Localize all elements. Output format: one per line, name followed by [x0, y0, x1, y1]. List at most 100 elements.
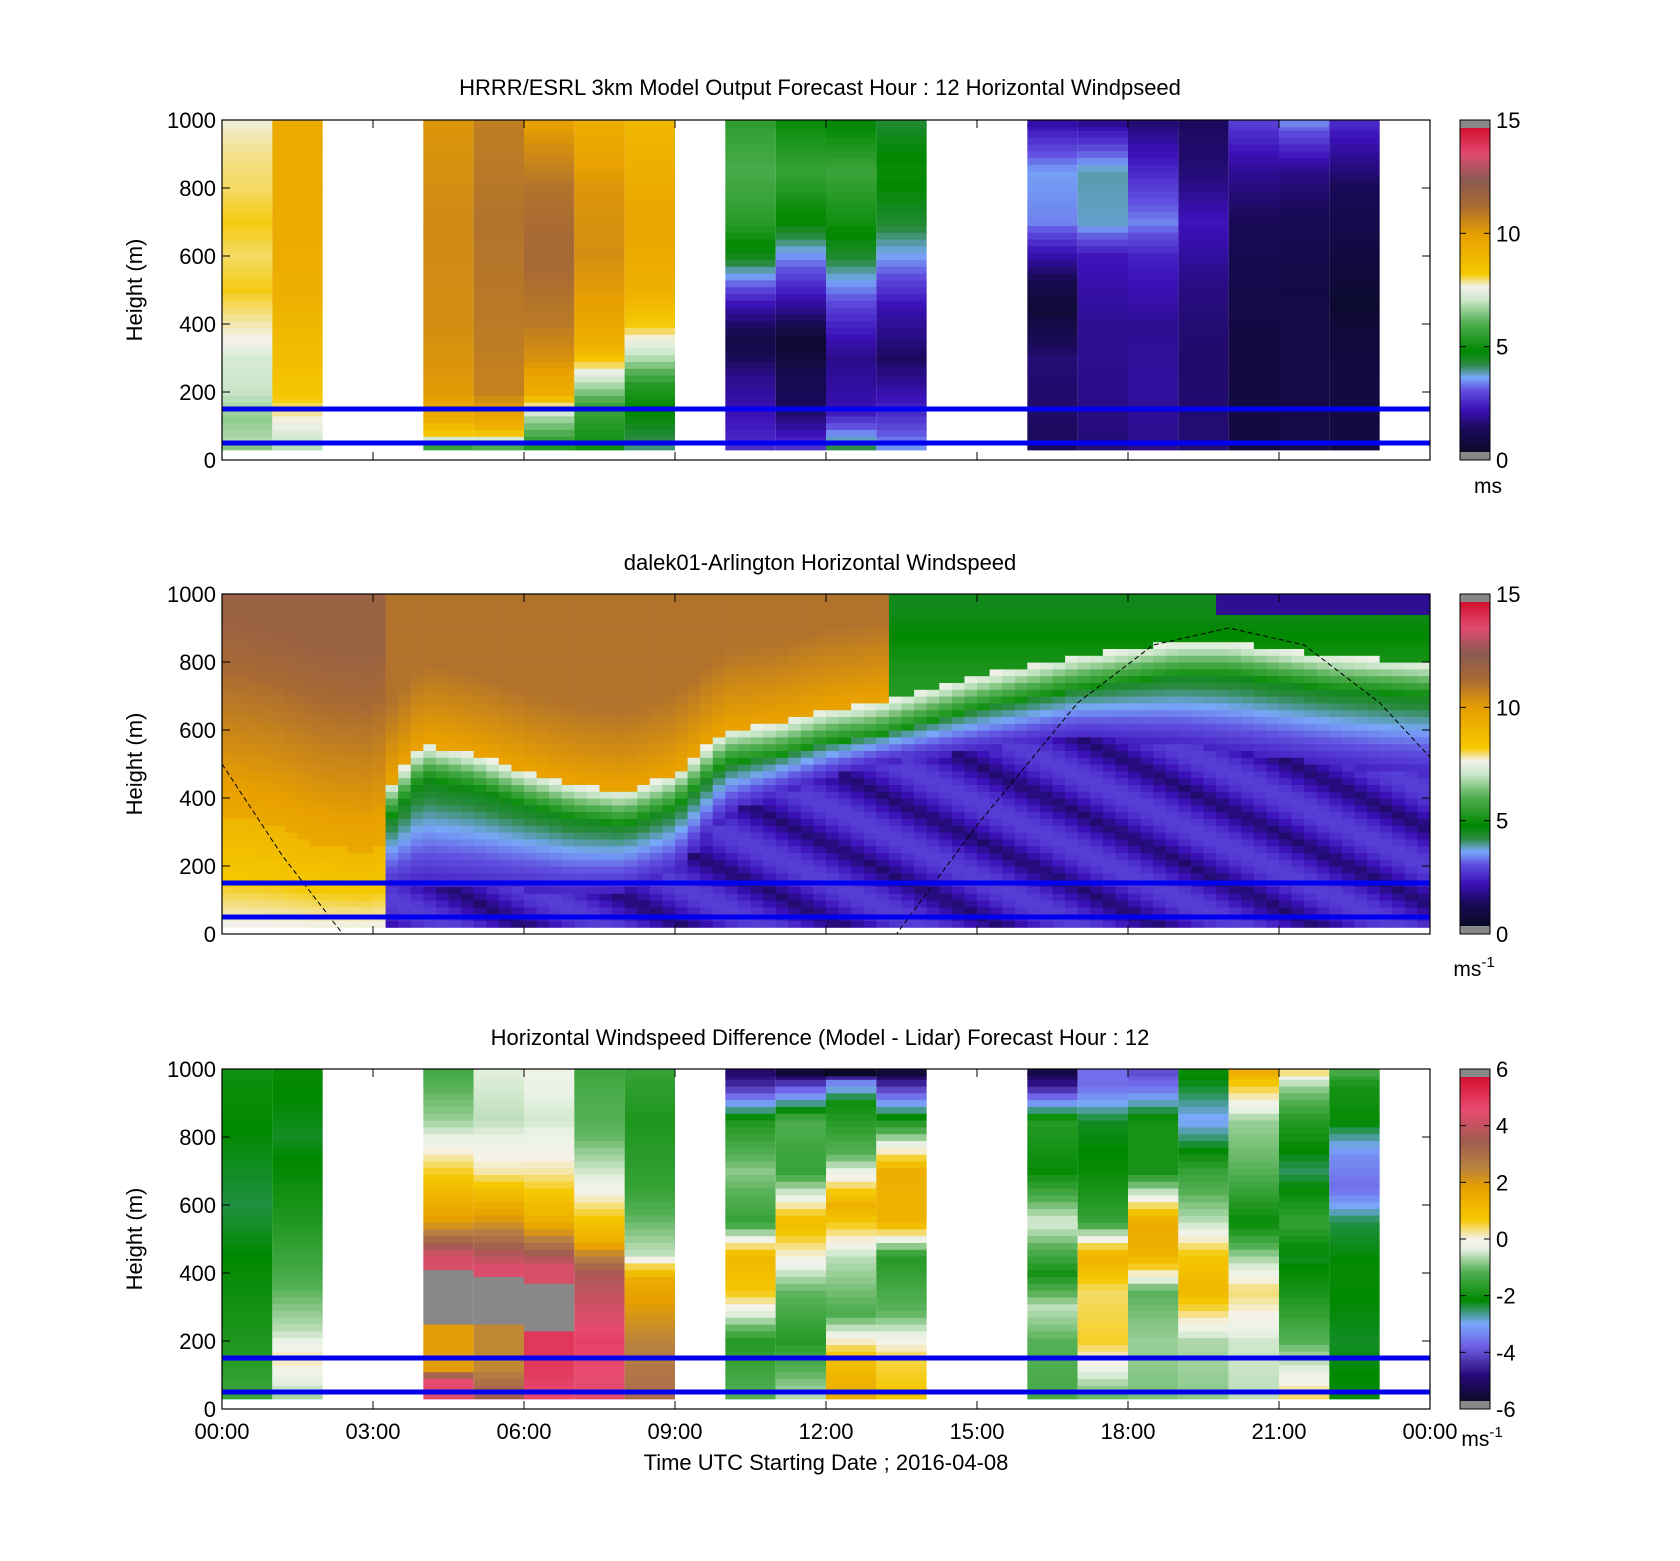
heatmap-cell [435, 906, 449, 915]
heatmap-cell [800, 764, 814, 772]
heatmap-cell [322, 702, 336, 711]
heatmap-cell [284, 906, 298, 915]
heatmap-cell [524, 130, 575, 138]
heatmap-cell [1190, 716, 1204, 724]
heatmap-cell [1190, 838, 1204, 847]
heatmap-cell [599, 600, 613, 609]
heatmap-cell [1014, 743, 1028, 751]
heatmap-cell [914, 682, 928, 690]
heatmap-cell [574, 334, 625, 342]
heatmap-cell [712, 750, 726, 758]
heatmap-cell [259, 866, 273, 874]
heatmap-cell [637, 723, 651, 731]
heatmap-cell [1216, 764, 1230, 772]
heatmap-cell [1153, 702, 1167, 711]
data-column [423, 120, 474, 451]
heatmap-cell [1027, 818, 1041, 826]
heatmap-cell [989, 845, 1003, 853]
heatmap-cell [1077, 614, 1091, 622]
heatmap-cell [775, 388, 826, 396]
heatmap-cell [763, 621, 777, 629]
heatmap-cell [524, 628, 537, 636]
y-tick-label: 1000 [167, 108, 216, 133]
heatmap-cell [574, 120, 625, 128]
heatmap-cell [1115, 784, 1129, 792]
heatmap-cell [1203, 845, 1217, 853]
heatmap-cell [1027, 634, 1041, 643]
heatmap-cell [335, 634, 349, 643]
heatmap-cell [574, 900, 588, 908]
heatmap-cell [1077, 668, 1091, 677]
heatmap-cell [410, 736, 424, 745]
heatmap-cell [977, 777, 990, 785]
heatmap-cell [775, 239, 826, 247]
heatmap-cell [1115, 872, 1129, 881]
heatmap-cell [310, 825, 324, 833]
data-column [1065, 594, 1079, 928]
heatmap-cell [574, 171, 625, 179]
heatmap-cell [1090, 770, 1104, 779]
heatmap-cell [385, 906, 399, 915]
heatmap-cell [737, 920, 751, 928]
heatmap-cell [826, 300, 877, 308]
heatmap-cell [511, 784, 525, 792]
heatmap-cell [687, 838, 701, 847]
heatmap-cell [373, 736, 386, 745]
heatmap-cell [1140, 777, 1154, 785]
heatmap-cell [826, 689, 839, 697]
heatmap-cell [901, 798, 915, 806]
heatmap-cell [574, 702, 588, 711]
heatmap-cell [448, 655, 462, 663]
heatmap-cell [1165, 859, 1179, 867]
heatmap-cell [1216, 770, 1230, 779]
heatmap-cell [347, 723, 361, 731]
heatmap-cell [284, 621, 298, 629]
heatmap-cell [914, 859, 928, 867]
heatmap-cell [901, 723, 915, 731]
heatmap-cell [259, 648, 273, 656]
heatmap-cell [247, 600, 261, 609]
heatmap-cell [1178, 157, 1229, 165]
heatmap-cell [977, 723, 990, 731]
heatmap-cell [423, 730, 437, 738]
heatmap-cell [1228, 327, 1279, 335]
heatmap-cell [536, 702, 550, 711]
heatmap-cell [763, 893, 777, 901]
heatmap-cell [788, 804, 802, 813]
heatmap-cell [788, 655, 802, 663]
heatmap-cell [901, 736, 915, 745]
heatmap-cell [649, 764, 663, 772]
heatmap-cell [1279, 191, 1330, 199]
heatmap-cell [838, 859, 852, 867]
heatmap-cell [826, 668, 839, 677]
heatmap-cell [700, 900, 714, 908]
heatmap-cell [863, 709, 877, 717]
heatmap-cell [448, 832, 462, 840]
heatmap-cell [826, 137, 877, 145]
heatmap-cell [1153, 600, 1167, 609]
heatmap-cell [234, 893, 248, 901]
heatmap-cell [1027, 702, 1041, 711]
heatmap-cell [763, 689, 777, 697]
heatmap-cell [549, 594, 563, 602]
heatmap-cell [624, 641, 638, 649]
heatmap-cell [826, 811, 839, 819]
heatmap-cell [838, 730, 852, 738]
heatmap-cell [813, 628, 827, 636]
heatmap-cell [687, 648, 701, 656]
heatmap-cell [687, 764, 701, 772]
heatmap-cell [259, 838, 273, 847]
heatmap-cell [939, 920, 953, 928]
heatmap-cell [423, 872, 437, 881]
heatmap-cell [876, 211, 927, 220]
heatmap-cell [926, 886, 940, 894]
heatmap-cell [624, 757, 638, 765]
heatmap-cell [586, 872, 600, 881]
heatmap-cell [788, 770, 802, 779]
heatmap-cell [360, 750, 374, 758]
heatmap-cell [800, 832, 814, 840]
heatmap-cell [574, 696, 588, 704]
heatmap-cell [1165, 770, 1179, 779]
heatmap-cell [876, 354, 927, 362]
heatmap-cell [662, 886, 676, 894]
